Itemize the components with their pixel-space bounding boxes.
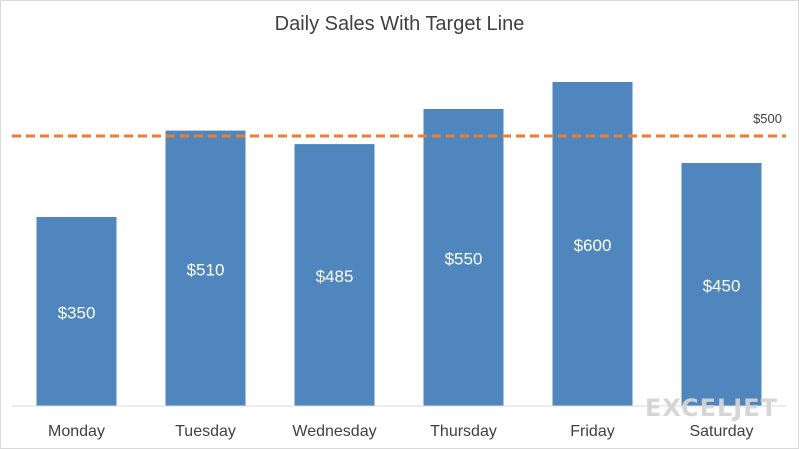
bar-saturday — [681, 163, 762, 406]
data-label-thursday: $550 — [445, 250, 483, 269]
data-label-tuesday: $510 — [187, 260, 225, 279]
data-label-monday: $350 — [58, 304, 96, 323]
x-tick-label-thursday: Thursday — [430, 423, 497, 440]
data-label-wednesday: $485 — [316, 267, 354, 286]
chart-title: Daily Sales With Target Line — [274, 13, 525, 35]
bar-thursday — [423, 109, 504, 406]
x-tick-label-tuesday: Tuesday — [175, 423, 236, 440]
x-tick-label-saturday: Saturday — [689, 423, 753, 440]
x-tick-label-friday: Friday — [570, 423, 614, 440]
bar-tuesday — [165, 130, 246, 406]
x-tick-label-monday: Monday — [48, 423, 105, 440]
exceljet-watermark: EXCELJET — [644, 394, 778, 422]
bar-wednesday — [294, 144, 375, 406]
x-tick-label-wednesday: Wednesday — [292, 423, 376, 440]
data-label-saturday: $450 — [703, 277, 741, 296]
bar-monday — [36, 217, 117, 406]
data-label-friday: $600 — [574, 236, 612, 255]
target-label: $500 — [753, 111, 782, 126]
